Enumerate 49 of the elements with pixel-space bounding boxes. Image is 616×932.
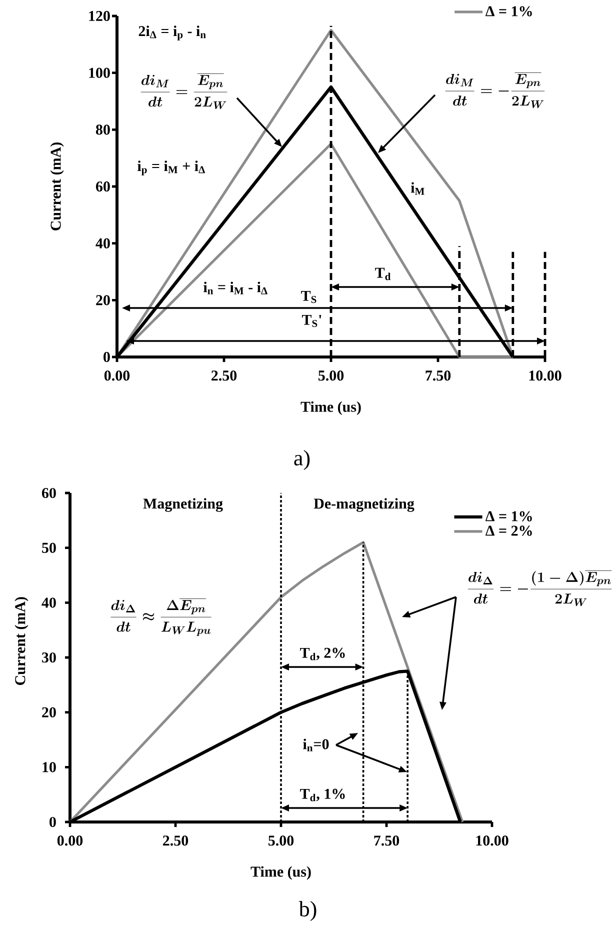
annotation: T$_{d}$, 2% (300, 648, 345, 660)
y-tick-label: 120 (89, 10, 110, 22)
y-tick-label: 20 (96, 295, 110, 306)
y-tick-label: 40 (42, 598, 56, 608)
y-tick-label: 40 (96, 238, 110, 248)
annotation: T$_{S}$' (302, 314, 322, 328)
y-tick-label: 10 (42, 762, 56, 772)
annotation: De-magnetizing (314, 498, 414, 512)
y-tick-label: 20 (42, 707, 56, 718)
annotation: $\frac{di_{M}}{dt}=\frac{\overline{E_{pn}}}{2L_{W}}$ (140, 74, 228, 110)
text: b) (298, 901, 316, 921)
x-tick-label: 5.00 (268, 836, 294, 846)
x-axis-title: Time (us) (300, 401, 361, 415)
y-axis-title: Current (mA) (14, 597, 28, 685)
y-tick-label: 30 (42, 652, 56, 663)
annotation: T$_{d}$ (375, 268, 391, 280)
x-tick-label: 7.50 (374, 836, 400, 846)
annotation: i$_{n}$=0 (303, 738, 329, 752)
text: a) (294, 450, 310, 470)
x-tick-label: 0.00 (57, 836, 83, 846)
x-tick-label: 10.00 (476, 836, 508, 846)
x-tick-label: 10.00 (529, 370, 562, 381)
legend-label: Δ = 1% (486, 511, 532, 522)
series-label: i$_{M}$ (410, 182, 424, 195)
annotation: i$_{p}$ = i$_{M}$ + i$_{Δ}$ (138, 160, 205, 176)
annotation: T$_{d}$, 1% (300, 788, 345, 802)
x-tick-label: 5.00 (318, 370, 344, 381)
legend-label: Δ = 1% (486, 6, 532, 16)
x-tick-label: 2.50 (163, 836, 188, 846)
y-tick-label: 60 (42, 488, 56, 498)
annotation: T$_{S}$ (301, 290, 316, 304)
annotation: 2i$_{Δ}$ = i$_{p}$ - i$_{n}$ (138, 26, 206, 40)
x-tick-label: 2.50 (212, 370, 237, 381)
annotation: Magnetizing (143, 498, 223, 512)
annotation: $\frac{di_{\Delta}}{dt}\approx\frac{\Delta\overline{E_{pn}}}{L_{W}L_{pu}}$ (110, 598, 212, 636)
y-tick-label: 0 (50, 816, 56, 828)
x-axis-title: Time (us) (250, 866, 311, 880)
annotation: i$_{n}$ = i$_{M}$ - i$_{Δ}$ (204, 282, 268, 294)
y-tick-label: 60 (96, 181, 110, 192)
y-tick-label: 50 (42, 542, 56, 553)
x-tick-label: 0.00 (104, 370, 130, 381)
x-tick-label: 7.50 (426, 370, 451, 381)
annotation: $\frac{di_{\Delta}}{dt}=-\frac{(1-\Delta)\overline{E_{pn}}}{2L_{W}}$ (468, 570, 612, 606)
y-tick-label: 100 (89, 68, 110, 78)
y-tick-label: 0 (104, 352, 110, 362)
annotation: $\frac{di_{M}}{dt}=-\frac{\overline{E_{pn}}}{2L_{W}}$ (445, 72, 545, 108)
y-tick-label: 80 (96, 124, 110, 135)
legend-label: Δ = 2% (486, 526, 532, 536)
y-axis-title: Current (mA) (50, 142, 64, 230)
